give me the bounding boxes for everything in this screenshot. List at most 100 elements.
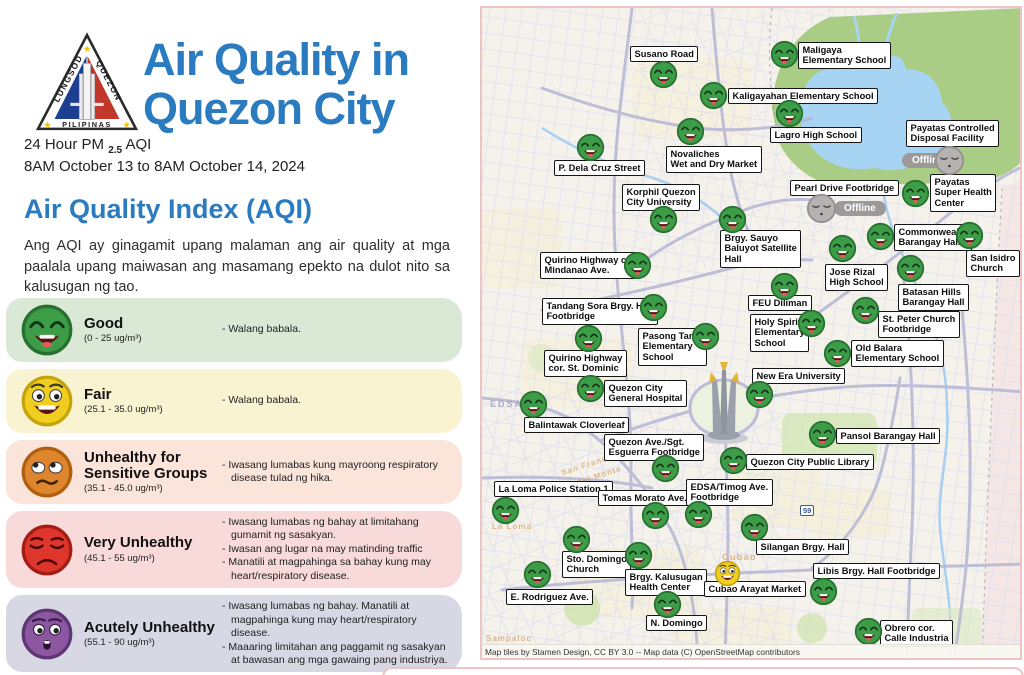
station-marker-good[interactable] [851,296,880,325]
station-marker-good[interactable] [828,234,857,263]
map-label[interactable]: Sto. Domingo Church [562,551,632,578]
station-marker-good[interactable] [809,577,838,606]
station-marker-good[interactable] [718,205,747,234]
map-label[interactable]: Korphil Quezon City University [622,184,701,211]
station-marker-good[interactable] [653,590,682,619]
station-marker-good[interactable] [823,339,852,368]
good-face-icon [808,420,836,448]
station-marker-good[interactable] [519,390,548,419]
good-face-icon [770,272,798,300]
good-face-icon [562,525,590,553]
station-marker-good[interactable] [649,60,678,89]
map-label[interactable]: Payatas Controlled Disposal Facility [906,120,1000,147]
good-face-icon [576,133,604,161]
station-marker-good[interactable] [574,324,603,353]
station-marker-good[interactable] [775,99,804,128]
station-marker-offline[interactable] [934,145,965,176]
good-face-icon [896,254,924,282]
map-label[interactable]: Pearl Drive Footbridge [790,180,899,196]
good-face-icon [851,296,879,324]
map-label[interactable]: Brgy. Sauyo Baluyot Satellite Hall [720,230,802,268]
map-label[interactable]: Novaliches Wet and Dry Market [666,146,762,173]
good-face-icon [641,501,669,529]
station-marker-good[interactable] [699,81,728,110]
good-face-icon [649,60,677,88]
station-marker-good[interactable] [896,254,925,283]
map-label[interactable]: Old Balara Elementary School [851,340,944,367]
station-marker-good[interactable] [854,617,883,646]
station-marker-good[interactable] [651,454,680,483]
station-marker-good[interactable] [624,541,653,570]
acute-emoji [18,607,76,661]
station-marker-good[interactable] [770,272,799,301]
map-label[interactable]: Tomas Morato Ave. [598,490,692,506]
station-marker-good[interactable] [684,500,713,529]
good-face-icon [623,251,651,279]
map-label[interactable]: Quezon Ave./Sgt. Esguerra Footbridge [604,434,705,461]
map-label[interactable]: New Era University [752,368,846,384]
station-marker-good[interactable] [740,513,769,542]
bottom-panel-edge [382,667,1024,675]
map-place-text: Sampaloc [486,634,532,643]
station-marker-good[interactable] [576,133,605,162]
map-label[interactable]: Maligaya Elementary School [798,42,891,69]
station-marker-good[interactable] [808,420,837,449]
offline-face-icon [934,145,964,175]
legend-advice: - Iwasang lumabas ng bahay at limitahang… [222,516,431,582]
good-face-icon [828,234,856,262]
map-label[interactable]: La Loma Police Station 1 [494,481,614,497]
map-label[interactable]: Lagro High School [770,127,862,143]
map-label[interactable]: Quezon City Public Library [746,454,874,470]
legend-row-acute: Acutely Unhealthy (55.1 - 90 ug/m³) - Iwas… [6,595,462,673]
map-label[interactable]: Batasan Hills Barangay Hall [898,284,970,311]
map-label[interactable]: Libis Brgy. Hall Footbridge [813,563,941,579]
map-label[interactable]: Balintawak Cloverleaf [524,417,630,433]
station-marker-good[interactable] [623,251,652,280]
station-marker-fair[interactable] [714,560,741,587]
map-label[interactable]: Kaligayahan Elementary School [728,88,879,104]
station-marker-good[interactable] [719,446,748,475]
map-label[interactable]: Pansol Barangay Hall [836,428,941,444]
station-marker-good[interactable] [641,501,670,530]
station-marker-good[interactable] [770,40,799,69]
map-label[interactable]: Obrero cor. Calle Industria [880,620,954,647]
good-face-icon [699,81,727,109]
map-label[interactable]: Susano Road [630,46,699,62]
legend-advice: - Walang babala. [222,394,301,407]
good-face-icon [718,205,746,233]
station-marker-good[interactable] [797,309,826,338]
good-face-icon [691,322,719,350]
map-label[interactable]: P. Dela Cruz Street [554,160,645,176]
station-marker-good[interactable] [676,117,705,146]
map-label[interactable]: St. Peter Church Footbridge [878,311,960,338]
map-label[interactable]: Silangan Brgy. Hall [756,539,850,555]
map-label[interactable]: N. Domingo [646,615,708,631]
offline-badge: Offline [834,201,886,216]
pm25-subscript: 2.5 [108,145,123,156]
map-label[interactable]: Quezon City General Hospital [604,380,687,407]
station-marker-good[interactable] [745,380,774,409]
good-face-icon [624,541,652,569]
station-marker-good[interactable] [901,179,930,208]
station-marker-good[interactable] [639,293,668,322]
station-marker-offline[interactable] [806,193,837,224]
fair-face-icon [714,560,740,586]
map-label[interactable]: Payatas Super Health Center [930,174,997,212]
station-marker-good[interactable] [691,322,720,351]
station-marker-good[interactable] [491,496,520,525]
station-marker-good[interactable] [523,560,552,589]
quezon-city-air-quality-map[interactable]: EDSA La Loma San Francisco del Monte Cubao Sa… [480,6,1022,660]
station-marker-good[interactable] [576,374,605,403]
good-face-icon [955,221,983,249]
aqi-legend: Good (0 - 25 ug/m³) - Walang babala. Fair (2… [6,298,462,675]
map-label[interactable]: Holy Spirit Elementary School [750,314,810,352]
station-marker-good[interactable] [649,205,678,234]
station-marker-good[interactable] [866,222,895,251]
map-label[interactable]: Quirino Highway cor. St. Dominic [544,350,627,377]
map-label[interactable]: San Isidro Church [966,250,1020,277]
map-label[interactable]: E. Rodriguez Ave. [506,589,594,605]
station-marker-good[interactable] [955,221,984,250]
good-face-icon [684,500,712,528]
station-marker-good[interactable] [562,525,591,554]
map-label[interactable]: Jose Rizal High School [825,264,889,291]
